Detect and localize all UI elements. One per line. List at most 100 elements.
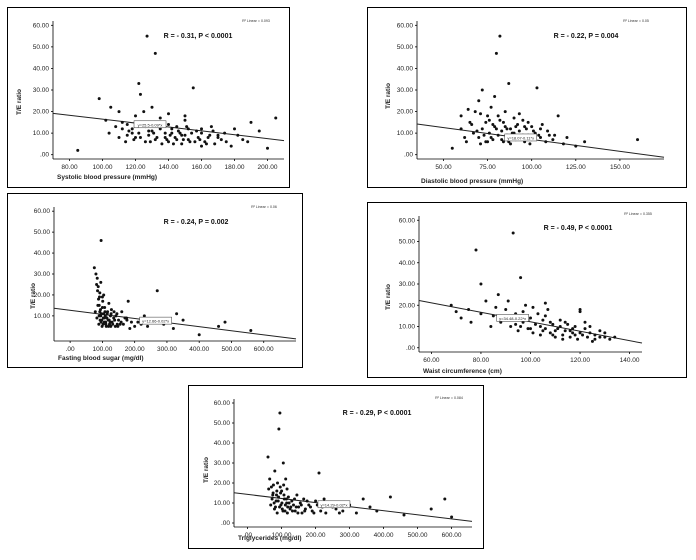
data-point <box>368 505 372 509</box>
data-point <box>111 322 115 326</box>
data-point <box>543 301 547 305</box>
data-point <box>101 299 105 303</box>
data-point <box>171 142 175 146</box>
data-point <box>158 127 162 131</box>
data-point <box>197 333 201 337</box>
data-point <box>521 118 525 122</box>
data-point <box>507 82 511 86</box>
data-point <box>107 131 111 135</box>
data-point <box>588 331 592 335</box>
data-point <box>216 133 220 137</box>
data-point <box>286 495 290 499</box>
y-tick-label: 20.00 <box>397 109 414 116</box>
y-axis-title: T/E ratio <box>30 283 37 309</box>
data-point <box>105 316 109 320</box>
data-point <box>279 491 283 495</box>
y-tick-label: 10.00 <box>399 324 416 331</box>
data-point <box>284 497 288 501</box>
data-point <box>299 503 303 507</box>
data-point <box>491 314 495 318</box>
data-point <box>257 129 261 133</box>
data-point <box>178 131 182 135</box>
data-point <box>98 308 102 312</box>
fit-equation-box <box>139 316 172 325</box>
data-point <box>167 112 170 116</box>
regression-line <box>52 112 285 142</box>
data-point <box>524 303 528 307</box>
data-point <box>191 86 195 90</box>
data-point <box>285 511 289 515</box>
data-point <box>270 497 274 501</box>
x-tick-label: 80.00 <box>473 357 490 364</box>
data-point <box>276 481 280 485</box>
x-tick-label: 400.00 <box>374 532 394 539</box>
data-point <box>167 123 170 126</box>
data-point <box>556 327 560 331</box>
y-tick-label: .00 <box>406 345 415 352</box>
data-point <box>206 135 210 139</box>
data-point <box>183 114 187 118</box>
x-tick-label: 500.00 <box>222 346 242 353</box>
x-tick-label: 100.00 <box>92 346 112 353</box>
data-point <box>271 493 275 497</box>
fit-equation-label: y=12.66-0.02*x <box>142 319 169 324</box>
y-tick-label: 60.00 <box>34 208 51 215</box>
data-point <box>129 320 133 324</box>
data-point <box>112 310 116 314</box>
data-point <box>528 142 532 146</box>
chart-svg-waist: .00 10.00 20.00 30.00 40.00 50.00 60.00 60.00 80… <box>385 212 652 375</box>
data-point <box>506 299 510 303</box>
data-point <box>219 138 223 142</box>
data-point <box>521 310 525 314</box>
data-point <box>211 129 215 133</box>
x-tick-label: 200.00 <box>258 164 278 171</box>
data-point <box>143 140 147 144</box>
data-point <box>223 131 227 135</box>
data-point <box>526 327 530 331</box>
data-point <box>561 337 565 341</box>
data-point <box>467 308 471 311</box>
y-tick-label: 60.00 <box>33 22 50 29</box>
data-point <box>163 131 167 135</box>
data-point <box>546 308 550 311</box>
data-point <box>535 86 539 90</box>
data-point <box>484 140 488 144</box>
data-point <box>603 331 607 335</box>
data-point <box>96 289 100 293</box>
data-point <box>282 493 286 497</box>
data-point <box>241 138 245 142</box>
data-point <box>583 320 587 324</box>
data-point <box>556 114 560 118</box>
data-point <box>590 339 594 343</box>
data-point <box>475 129 479 133</box>
data-point <box>578 310 582 314</box>
data-point <box>548 331 552 335</box>
data-point <box>480 127 484 131</box>
data-point <box>558 318 562 322</box>
data-point <box>310 509 314 513</box>
data-point <box>543 327 547 331</box>
data-point <box>568 329 572 333</box>
data-point <box>541 318 545 322</box>
data-point <box>498 34 502 38</box>
data-point <box>272 501 276 505</box>
chart-svg-triglycerides: .00 10.00 20.00 30.00 40.00 50.00 60.00 .00 100.… <box>203 396 473 542</box>
data-point <box>117 318 121 322</box>
data-point <box>312 511 316 515</box>
data-point <box>568 335 572 339</box>
data-point <box>114 314 118 318</box>
data-point <box>281 509 285 513</box>
x-axis-title: Waist circumference (cm) <box>423 368 502 375</box>
data-point <box>583 327 587 331</box>
data-point <box>152 131 156 135</box>
x-tick-label: 200.00 <box>125 346 145 353</box>
r2-legend: R² Linear = 0.355 <box>624 212 652 216</box>
data-point <box>104 322 108 326</box>
data-point <box>224 140 228 144</box>
x-axis-title: Triglycerides (mg/dl) <box>238 535 302 542</box>
data-point <box>95 316 99 320</box>
data-point <box>529 316 532 320</box>
data-point <box>137 131 141 135</box>
data-point <box>120 310 124 314</box>
data-point <box>200 127 203 131</box>
